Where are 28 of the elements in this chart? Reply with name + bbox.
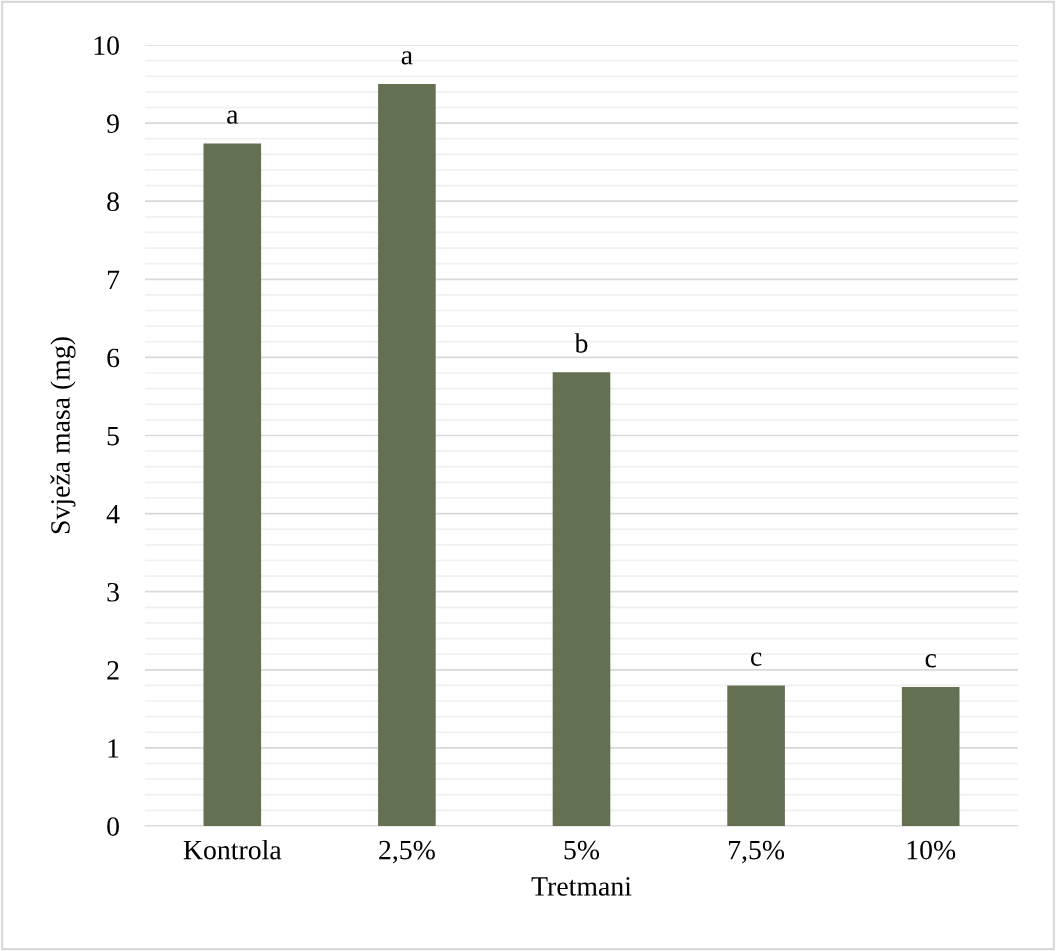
bar bbox=[727, 685, 785, 826]
x-tick-label: 10% bbox=[907, 840, 956, 860]
y-tick-label: 0 bbox=[107, 817, 119, 836]
y-tick-label: 3 bbox=[107, 582, 119, 602]
x-axis-title: Tretmani bbox=[531, 877, 632, 896]
annotation: c bbox=[925, 654, 937, 668]
y-tick-label: 7 bbox=[107, 270, 120, 289]
bar bbox=[378, 84, 436, 826]
y-tick-label: 8 bbox=[107, 192, 119, 212]
y-tick-label: 9 bbox=[107, 114, 119, 134]
x-tick-label: Kontrola bbox=[183, 839, 282, 860]
y-tick-label: 1 bbox=[108, 739, 119, 758]
y-tick-label: 4 bbox=[106, 504, 120, 524]
annotation: c bbox=[750, 652, 762, 666]
x-tick-label: 7,5% bbox=[729, 840, 785, 864]
y-tick-label: 10 bbox=[94, 36, 119, 55]
annotation: b bbox=[574, 333, 588, 353]
bar bbox=[203, 143, 262, 826]
bar bbox=[552, 372, 611, 826]
bar bbox=[901, 686, 960, 826]
annotation: a bbox=[227, 110, 239, 124]
x-tick-label: 5% bbox=[564, 840, 600, 860]
x-tick-label: 2,5% bbox=[379, 840, 435, 864]
annotation: a bbox=[401, 51, 413, 65]
y-tick-label: 6 bbox=[107, 348, 120, 368]
y-axis-title: Svježa masa (mg) bbox=[50, 337, 76, 534]
y-tick-label: 2 bbox=[107, 661, 119, 680]
y-tick-label: 5 bbox=[107, 426, 119, 446]
